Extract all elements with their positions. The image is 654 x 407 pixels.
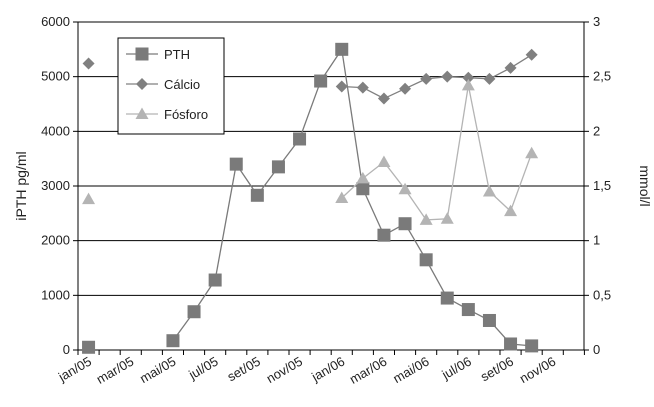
x-tick-label: mai/05 xyxy=(137,354,178,387)
pth-point xyxy=(229,157,243,171)
legend-marker-fosforo xyxy=(135,107,149,119)
x-tick-label: mar/06 xyxy=(347,354,390,387)
calcio-point xyxy=(399,82,412,95)
legend-label-fosforo: Fósforo xyxy=(164,107,208,122)
calcio-point xyxy=(420,72,433,85)
calcio-point xyxy=(335,80,348,93)
left-tick-label: 1000 xyxy=(41,287,70,302)
left-tick-label: 6000 xyxy=(41,14,70,29)
calcio-point xyxy=(441,70,454,83)
left-tick-label: 3000 xyxy=(41,178,70,193)
fosforo-point xyxy=(82,192,96,205)
x-tick-label: jan/06 xyxy=(308,354,347,385)
fosforo-line-segment xyxy=(509,152,533,212)
x-axis-ticks: jan/05 mar/05 mai/05 jul/05 set/05 nov/05 jan/… xyxy=(55,350,585,387)
pth-point xyxy=(82,340,96,354)
right-tick-label: 1,5 xyxy=(593,178,611,193)
fosforo-point xyxy=(377,155,391,167)
pth-point xyxy=(314,74,328,88)
fosforo-line-segment xyxy=(446,85,469,219)
x-tick-label: jul/05 xyxy=(185,354,220,383)
calcio-point xyxy=(82,57,95,70)
x-tick-label: jan/05 xyxy=(55,354,94,385)
pth-point xyxy=(419,253,433,267)
calcio-point xyxy=(525,48,538,61)
pth-line-segment xyxy=(362,188,385,236)
pth-point xyxy=(335,42,349,56)
legend-marker-pth xyxy=(135,47,149,61)
pth-point xyxy=(461,303,475,317)
left-tick-label: 5000 xyxy=(41,69,70,84)
fosforo-point xyxy=(335,191,349,204)
right-tick-label: 2,5 xyxy=(593,69,611,84)
pth-point xyxy=(504,337,518,351)
pth-point xyxy=(293,132,307,146)
pth-line-segment xyxy=(298,80,322,140)
pth-line-segment xyxy=(341,49,364,189)
fosforo-point xyxy=(482,184,496,197)
calcio-point xyxy=(377,92,390,105)
pth-point xyxy=(166,334,180,348)
pth-point xyxy=(250,188,264,202)
left-tick-label: 4000 xyxy=(41,123,70,138)
pth-line-segment xyxy=(214,164,237,281)
fosforo-line-segment xyxy=(467,85,491,192)
legend: PTH Cálcio Fósforo xyxy=(117,37,225,135)
fosforo-point xyxy=(440,212,454,224)
right-axis-title: mmol/l xyxy=(637,165,653,206)
calcio-point xyxy=(483,72,496,85)
x-tick-label: mai/06 xyxy=(390,354,431,387)
pth-point xyxy=(377,228,391,242)
right-axis-ticks: 0 0,5 1 1,5 2 2,5 3 xyxy=(584,14,611,357)
x-tick-label: nov/06 xyxy=(517,354,558,387)
pth-point xyxy=(356,182,370,196)
pth-point xyxy=(187,305,201,319)
series-group xyxy=(82,42,539,354)
legend-label-calcio: Cálcio xyxy=(164,77,200,92)
right-tick-label: 3 xyxy=(593,14,600,29)
pth-point xyxy=(398,217,412,231)
right-tick-label: 2 xyxy=(593,123,600,138)
fosforo-point xyxy=(504,204,518,217)
x-tick-label: nov/05 xyxy=(264,354,305,387)
fosforo-point xyxy=(461,78,475,91)
pth-point xyxy=(482,313,496,327)
fosforo-point xyxy=(398,182,412,195)
x-tick-label: mar/05 xyxy=(94,354,137,387)
right-tick-label: 1 xyxy=(593,233,600,248)
left-axis-title: iPTH pg/ml xyxy=(13,151,29,220)
fosforo-point xyxy=(356,171,370,184)
calcio-point xyxy=(462,71,475,84)
pth-point xyxy=(208,273,222,287)
legend-marker-calcio xyxy=(136,78,148,90)
pth-point xyxy=(440,291,454,305)
calcio-point xyxy=(356,81,369,94)
x-tick-label: set/05 xyxy=(225,354,263,385)
left-tick-label: 0 xyxy=(63,342,70,357)
fosforo-point xyxy=(419,213,433,225)
left-tick-label: 2000 xyxy=(41,233,70,248)
calcio-point xyxy=(504,61,517,74)
legend-label-pth: PTH xyxy=(164,47,190,62)
pth-point xyxy=(525,339,539,353)
x-tick-label: jul/06 xyxy=(439,354,474,383)
x-tick-label: set/06 xyxy=(478,354,516,385)
fosforo-point xyxy=(525,146,539,159)
fosforo-line-segment xyxy=(404,188,427,221)
left-axis-ticks: 0 1000 2000 3000 4000 5000 6000 xyxy=(41,14,78,357)
right-tick-label: 0,5 xyxy=(593,287,611,302)
right-tick-label: 0 xyxy=(593,342,600,357)
pth-point xyxy=(271,160,285,174)
